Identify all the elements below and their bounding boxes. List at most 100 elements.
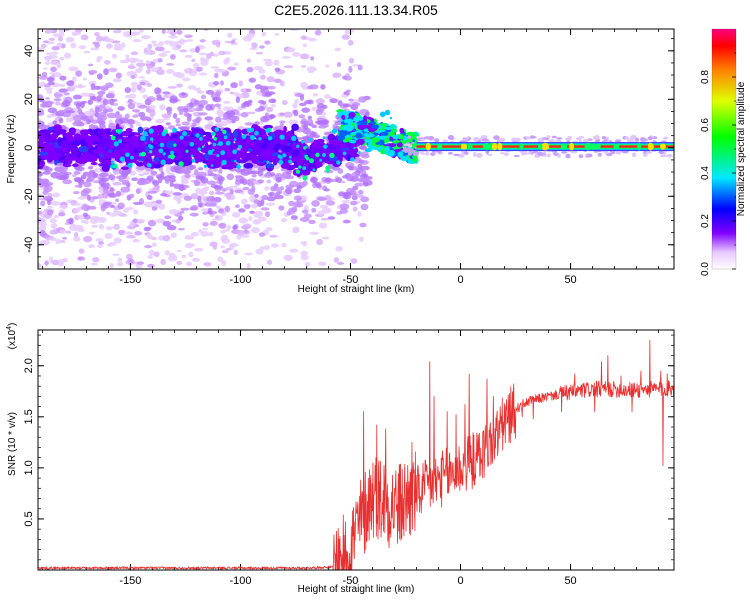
spectrogram-band-blob [254, 108, 263, 112]
spectrogram-noise-blob [251, 42, 257, 49]
spectrogram-noise-blob [145, 47, 152, 52]
spectrogram-core-blob [72, 150, 77, 155]
spectrogram-core-blob [261, 135, 270, 140]
spectrogram-noise-blob [96, 244, 103, 249]
spectrogram-tone-halo [504, 152, 509, 157]
spectrogram-tone-halo [411, 142, 415, 145]
spectrogram-band-blob [358, 96, 367, 103]
spectrogram-noise-blob [268, 235, 279, 238]
spectrogram-band-blob [115, 72, 122, 79]
spectrogram-band-blob [115, 111, 120, 115]
spectrogram-noise-blob [304, 261, 311, 267]
spectrogram-noise-blob [44, 260, 49, 266]
spectrogram-band-blob [183, 108, 189, 113]
spectrogram-tone-halo [412, 151, 420, 156]
spectrogram-core-blob [92, 148, 103, 155]
spectrogram-band-blob [160, 193, 167, 197]
spectrogram-transition-blob [368, 145, 377, 150]
spectrogram-noise-blob [47, 54, 58, 59]
spectrogram-band-blob [221, 188, 227, 192]
spectrogram-hot-speck [199, 136, 203, 141]
spectrogram-tone-knot [648, 143, 654, 150]
spectrogram-hot-speck [302, 166, 307, 171]
spectrogram-tone-halo [420, 138, 425, 142]
spectrogram-tone-halo [545, 137, 549, 141]
spectrogram-tone-halo [565, 137, 572, 141]
spectrogram-noise-blob [163, 40, 174, 45]
spectrogram-core-blob [302, 160, 309, 164]
spectrogram-noise-blob [320, 218, 329, 221]
spectrogram-noise-blob [70, 42, 77, 49]
spectrogram-band-blob [335, 177, 343, 183]
spectrogram-band-blob [277, 190, 283, 195]
spectrogram-band-blob [299, 94, 305, 101]
spectrogram-tone-halo [433, 138, 440, 143]
spectrogram-band-blob [341, 75, 348, 80]
spectrogram-noise-blob [226, 193, 231, 200]
spectrogram-noise-blob [218, 69, 227, 73]
spectrogram-noise-blob [255, 248, 264, 255]
spectrogram-band-blob [258, 232, 266, 237]
spectrogram-noise-blob [143, 201, 154, 208]
spectrogram-band-blob [86, 194, 92, 201]
spectrogram-band-blob [360, 203, 369, 211]
spectrogram-noise-blob [247, 111, 256, 115]
spectrogram-tone-halo [557, 153, 561, 159]
spectrogram-ytick-label: 40 [23, 45, 35, 57]
spectrogram-noise-blob [281, 100, 288, 105]
spectrogram-band-blob [296, 202, 304, 208]
spectrogram-transition-blob [353, 115, 360, 120]
spectrogram-noise-blob [128, 93, 137, 99]
spectrogram-hot-speck [203, 164, 207, 168]
spectrogram-band-blob [195, 46, 200, 54]
spectrogram-band-blob [39, 182, 44, 188]
spectrogram-hot-speck [379, 111, 386, 118]
spectrogram-tone-halo [601, 135, 606, 140]
spectrogram-noise-blob [316, 238, 324, 246]
spectrogram-band-blob [311, 131, 317, 137]
spectrogram-noise-blob [89, 231, 95, 235]
spectrogram-core-blob [71, 140, 80, 146]
spectrogram-tone-halo [597, 152, 602, 157]
spectrogram-noise-blob [321, 236, 330, 240]
spectrogram-band-blob [268, 98, 276, 104]
spectrogram-core-blob [122, 136, 132, 143]
spectrogram-band-blob [205, 89, 215, 95]
spectrogram-band-blob [135, 188, 141, 195]
spectrogram-tone-halo [640, 138, 648, 142]
spectrogram-noise-blob [92, 256, 100, 263]
spectrogram-noise-blob [142, 94, 149, 100]
spectrogram-noise-blob [259, 45, 265, 49]
spectrogram-hot-speck [305, 157, 310, 161]
spectrogram-noise-blob [56, 63, 61, 68]
spectrogram-core-blob [97, 129, 103, 136]
spectrogram-noise-blob [162, 50, 171, 54]
spectrogram-core-blob [169, 160, 173, 164]
spectrogram-tone-halo [525, 136, 532, 140]
spectrogram-noise-blob [348, 57, 355, 64]
spectrogram-band-blob [150, 171, 158, 176]
spectrogram-noise-blob [266, 179, 272, 184]
spectrogram-tone-knot [596, 143, 601, 150]
spectrogram-noise-blob [260, 207, 270, 211]
spectrogram-band-blob [58, 166, 66, 173]
spectrogram-noise-blob [191, 58, 196, 63]
spectrogram-noise-blob [215, 205, 221, 209]
spectrogram-noise-blob [209, 220, 218, 226]
spectrogram-noise-blob [227, 66, 237, 71]
spectrogram-core-blob [38, 138, 49, 143]
spectrogram-tone-halo [420, 152, 426, 155]
spectrogram-core-blob [67, 142, 73, 151]
spectrogram-noise-blob [159, 104, 166, 111]
spectrogram-core-blob [61, 140, 69, 148]
spectrogram-band-blob [235, 96, 241, 104]
snr-ytick-label: 1.0 [23, 460, 35, 475]
spectrogram-hot-speck [300, 139, 305, 144]
spectrogram-noise-blob [350, 258, 358, 264]
spectrogram-band-blob [246, 88, 252, 93]
spectrogram-panel: -150 -100 -50 0 50 -40 -20 0 20 40 Height of stra… [6, 28, 675, 295]
spectrogram-band-blob [238, 208, 246, 213]
spectrogram-noise-blob [172, 71, 183, 78]
spectrogram-noise-blob [357, 211, 362, 217]
spectrogram-band-blob [351, 102, 361, 107]
